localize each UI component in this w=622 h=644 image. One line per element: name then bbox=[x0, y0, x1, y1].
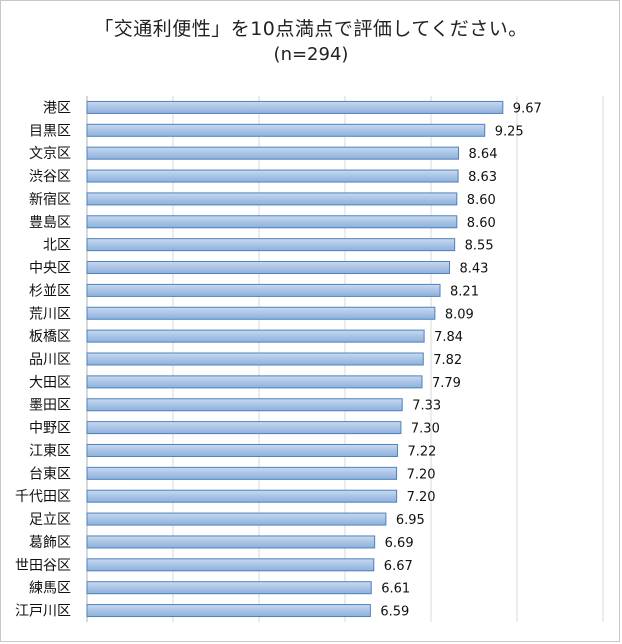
value-label: 7.20 bbox=[407, 467, 436, 482]
category-label: 足立区 bbox=[29, 512, 71, 528]
category-label: 板橋区 bbox=[29, 329, 71, 345]
category-label: 杉並区 bbox=[29, 283, 71, 299]
bar bbox=[86, 352, 424, 366]
chart-title: 「交通利便性」を10点満点で評価してください。 bbox=[94, 18, 528, 40]
category-label: 品川区 bbox=[29, 352, 71, 368]
category-label: 中野区 bbox=[29, 421, 71, 437]
value-label: 9.67 bbox=[513, 101, 542, 116]
bar bbox=[86, 535, 376, 549]
value-label: 9.25 bbox=[495, 124, 524, 139]
value-label: 7.20 bbox=[407, 490, 436, 505]
bar bbox=[86, 512, 387, 526]
value-label: 7.30 bbox=[411, 422, 440, 437]
value-label: 6.61 bbox=[381, 582, 410, 597]
category-label: 豊島区 bbox=[29, 215, 71, 231]
value-label: 7.82 bbox=[433, 353, 462, 368]
bar bbox=[86, 398, 403, 412]
value-label: 8.64 bbox=[469, 147, 498, 162]
value-label: 8.63 bbox=[468, 170, 497, 185]
value-label: 7.84 bbox=[434, 330, 463, 345]
bar bbox=[86, 192, 458, 206]
value-label: 7.33 bbox=[412, 399, 441, 414]
bar bbox=[86, 489, 398, 503]
bar bbox=[86, 100, 504, 114]
value-label: 6.95 bbox=[396, 513, 425, 528]
bar bbox=[86, 238, 456, 252]
category-label: 北区 bbox=[43, 238, 71, 254]
bar bbox=[86, 283, 441, 297]
category-label: 江東区 bbox=[29, 443, 71, 459]
bar bbox=[86, 146, 460, 160]
bar bbox=[86, 329, 425, 343]
category-label: 荒川区 bbox=[29, 306, 71, 322]
bar bbox=[86, 123, 486, 137]
bar bbox=[86, 375, 423, 389]
bar bbox=[86, 169, 459, 183]
category-label: 世田谷区 bbox=[15, 558, 71, 574]
bar bbox=[86, 421, 402, 435]
bar bbox=[86, 443, 398, 457]
category-label: 大田区 bbox=[29, 375, 71, 391]
category-label: 葛飾区 bbox=[29, 535, 71, 551]
category-label: 渋谷区 bbox=[29, 169, 71, 185]
value-label: 8.09 bbox=[445, 307, 474, 322]
value-label: 7.22 bbox=[407, 444, 436, 459]
bar bbox=[86, 215, 458, 229]
category-label: 千代田区 bbox=[15, 489, 71, 505]
value-label: 8.43 bbox=[459, 262, 488, 277]
value-label: 8.60 bbox=[467, 193, 496, 208]
category-label: 中央区 bbox=[29, 261, 71, 277]
value-label: 8.21 bbox=[450, 284, 479, 299]
bar bbox=[86, 261, 450, 275]
category-label: 練馬区 bbox=[29, 581, 71, 597]
bar bbox=[86, 558, 375, 572]
value-label: 8.55 bbox=[465, 239, 494, 254]
category-label: 墨田区 bbox=[29, 398, 71, 414]
category-label: 目黒区 bbox=[29, 123, 71, 139]
bar bbox=[86, 306, 436, 320]
chart-subtitle: (n=294) bbox=[273, 44, 349, 65]
value-label: 6.69 bbox=[385, 536, 414, 551]
bar bbox=[86, 581, 372, 595]
value-label: 6.59 bbox=[380, 605, 409, 620]
bar bbox=[86, 466, 398, 480]
category-label: 港区 bbox=[43, 100, 71, 116]
category-label: 新宿区 bbox=[29, 191, 71, 208]
value-label: 7.79 bbox=[432, 376, 461, 391]
category-label: 江戸川区 bbox=[15, 604, 71, 620]
value-label: 8.60 bbox=[467, 216, 496, 231]
bar bbox=[86, 604, 371, 618]
value-label: 6.67 bbox=[384, 559, 413, 574]
category-label: 文京区 bbox=[29, 146, 71, 162]
category-label: 台東区 bbox=[29, 466, 71, 482]
